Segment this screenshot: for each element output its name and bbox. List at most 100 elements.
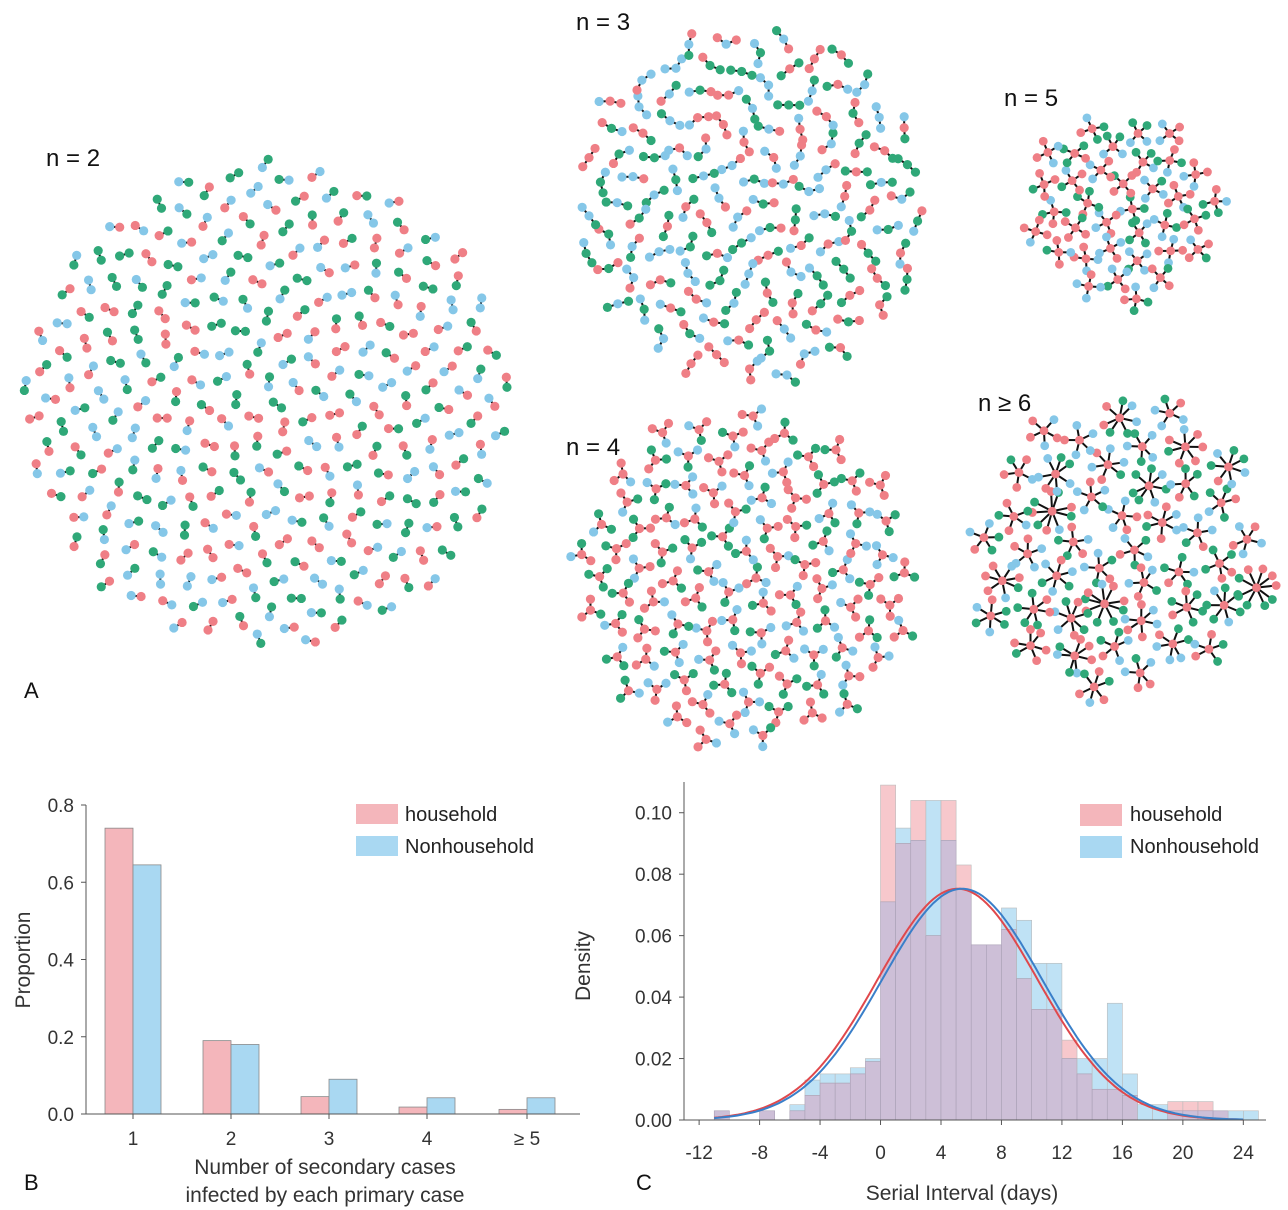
node [736, 659, 747, 669]
node [1026, 625, 1035, 634]
cluster [127, 423, 140, 443]
node [300, 635, 311, 645]
node [709, 317, 719, 327]
node [818, 280, 828, 290]
cluster [711, 111, 732, 140]
node [610, 618, 621, 629]
node [1144, 481, 1154, 491]
node [577, 538, 587, 549]
node [1140, 193, 1150, 203]
node [633, 494, 643, 504]
node [233, 563, 243, 574]
node [739, 470, 750, 481]
node [183, 548, 193, 558]
node [642, 643, 652, 653]
cluster [831, 256, 855, 283]
node [1124, 247, 1134, 257]
cluster [656, 80, 681, 106]
node [1071, 450, 1081, 460]
cluster [31, 459, 42, 479]
node [434, 470, 445, 480]
node [372, 441, 382, 451]
cluster [309, 573, 328, 589]
node [634, 688, 644, 698]
node [606, 524, 617, 534]
cluster [76, 306, 94, 322]
cluster [577, 594, 606, 622]
cluster [1147, 264, 1174, 293]
node [1242, 600, 1252, 610]
node [458, 248, 468, 258]
node [147, 443, 157, 453]
cluster [820, 434, 846, 465]
node [773, 521, 783, 532]
node [1191, 456, 1200, 466]
node [782, 514, 792, 525]
cluster [705, 265, 729, 290]
node [1069, 630, 1079, 640]
cluster [1079, 548, 1117, 588]
hist-bar-overlap [910, 840, 927, 1121]
node [766, 622, 776, 633]
node [180, 520, 190, 530]
node [803, 452, 814, 462]
cluster [639, 586, 670, 613]
node [371, 268, 381, 278]
node [718, 577, 728, 588]
node [1013, 603, 1023, 613]
node [715, 65, 725, 75]
node [1033, 620, 1042, 630]
node [598, 582, 608, 592]
node [334, 408, 345, 418]
cluster [52, 318, 72, 329]
node [1109, 617, 1118, 626]
cluster [186, 273, 206, 285]
node [835, 343, 846, 353]
node [1118, 396, 1128, 406]
cluster [377, 602, 397, 615]
cluster [287, 515, 307, 527]
node [1066, 511, 1076, 521]
node [1267, 571, 1277, 581]
node [895, 248, 906, 258]
node [882, 292, 892, 302]
node [893, 154, 903, 164]
cluster [684, 29, 697, 60]
node [758, 730, 768, 741]
cluster [1150, 394, 1188, 431]
cluster [653, 324, 669, 353]
node [120, 375, 130, 385]
node [626, 252, 636, 262]
node [1075, 185, 1084, 195]
node [1011, 649, 1021, 658]
node [809, 75, 819, 85]
node [681, 480, 691, 491]
node [820, 605, 830, 615]
node [195, 380, 206, 390]
node [294, 493, 305, 503]
b-legend-label-nonhousehold: Nonhousehold [405, 836, 534, 858]
cluster [273, 328, 292, 343]
node [466, 418, 476, 428]
cluster [449, 512, 463, 532]
node [105, 222, 115, 232]
node [248, 583, 259, 593]
node [723, 336, 733, 346]
node [871, 102, 881, 112]
node [310, 637, 320, 647]
node [802, 681, 812, 691]
node [100, 550, 110, 560]
cluster [224, 539, 244, 551]
cluster [151, 463, 163, 483]
node [200, 438, 210, 448]
cluster [1026, 415, 1062, 451]
node [899, 568, 909, 578]
node [827, 44, 837, 54]
node [1174, 624, 1183, 634]
cluster [1099, 131, 1127, 159]
node [1231, 494, 1241, 504]
node [1181, 464, 1190, 474]
node [137, 282, 148, 292]
node [1169, 234, 1179, 244]
cluster [872, 509, 900, 537]
